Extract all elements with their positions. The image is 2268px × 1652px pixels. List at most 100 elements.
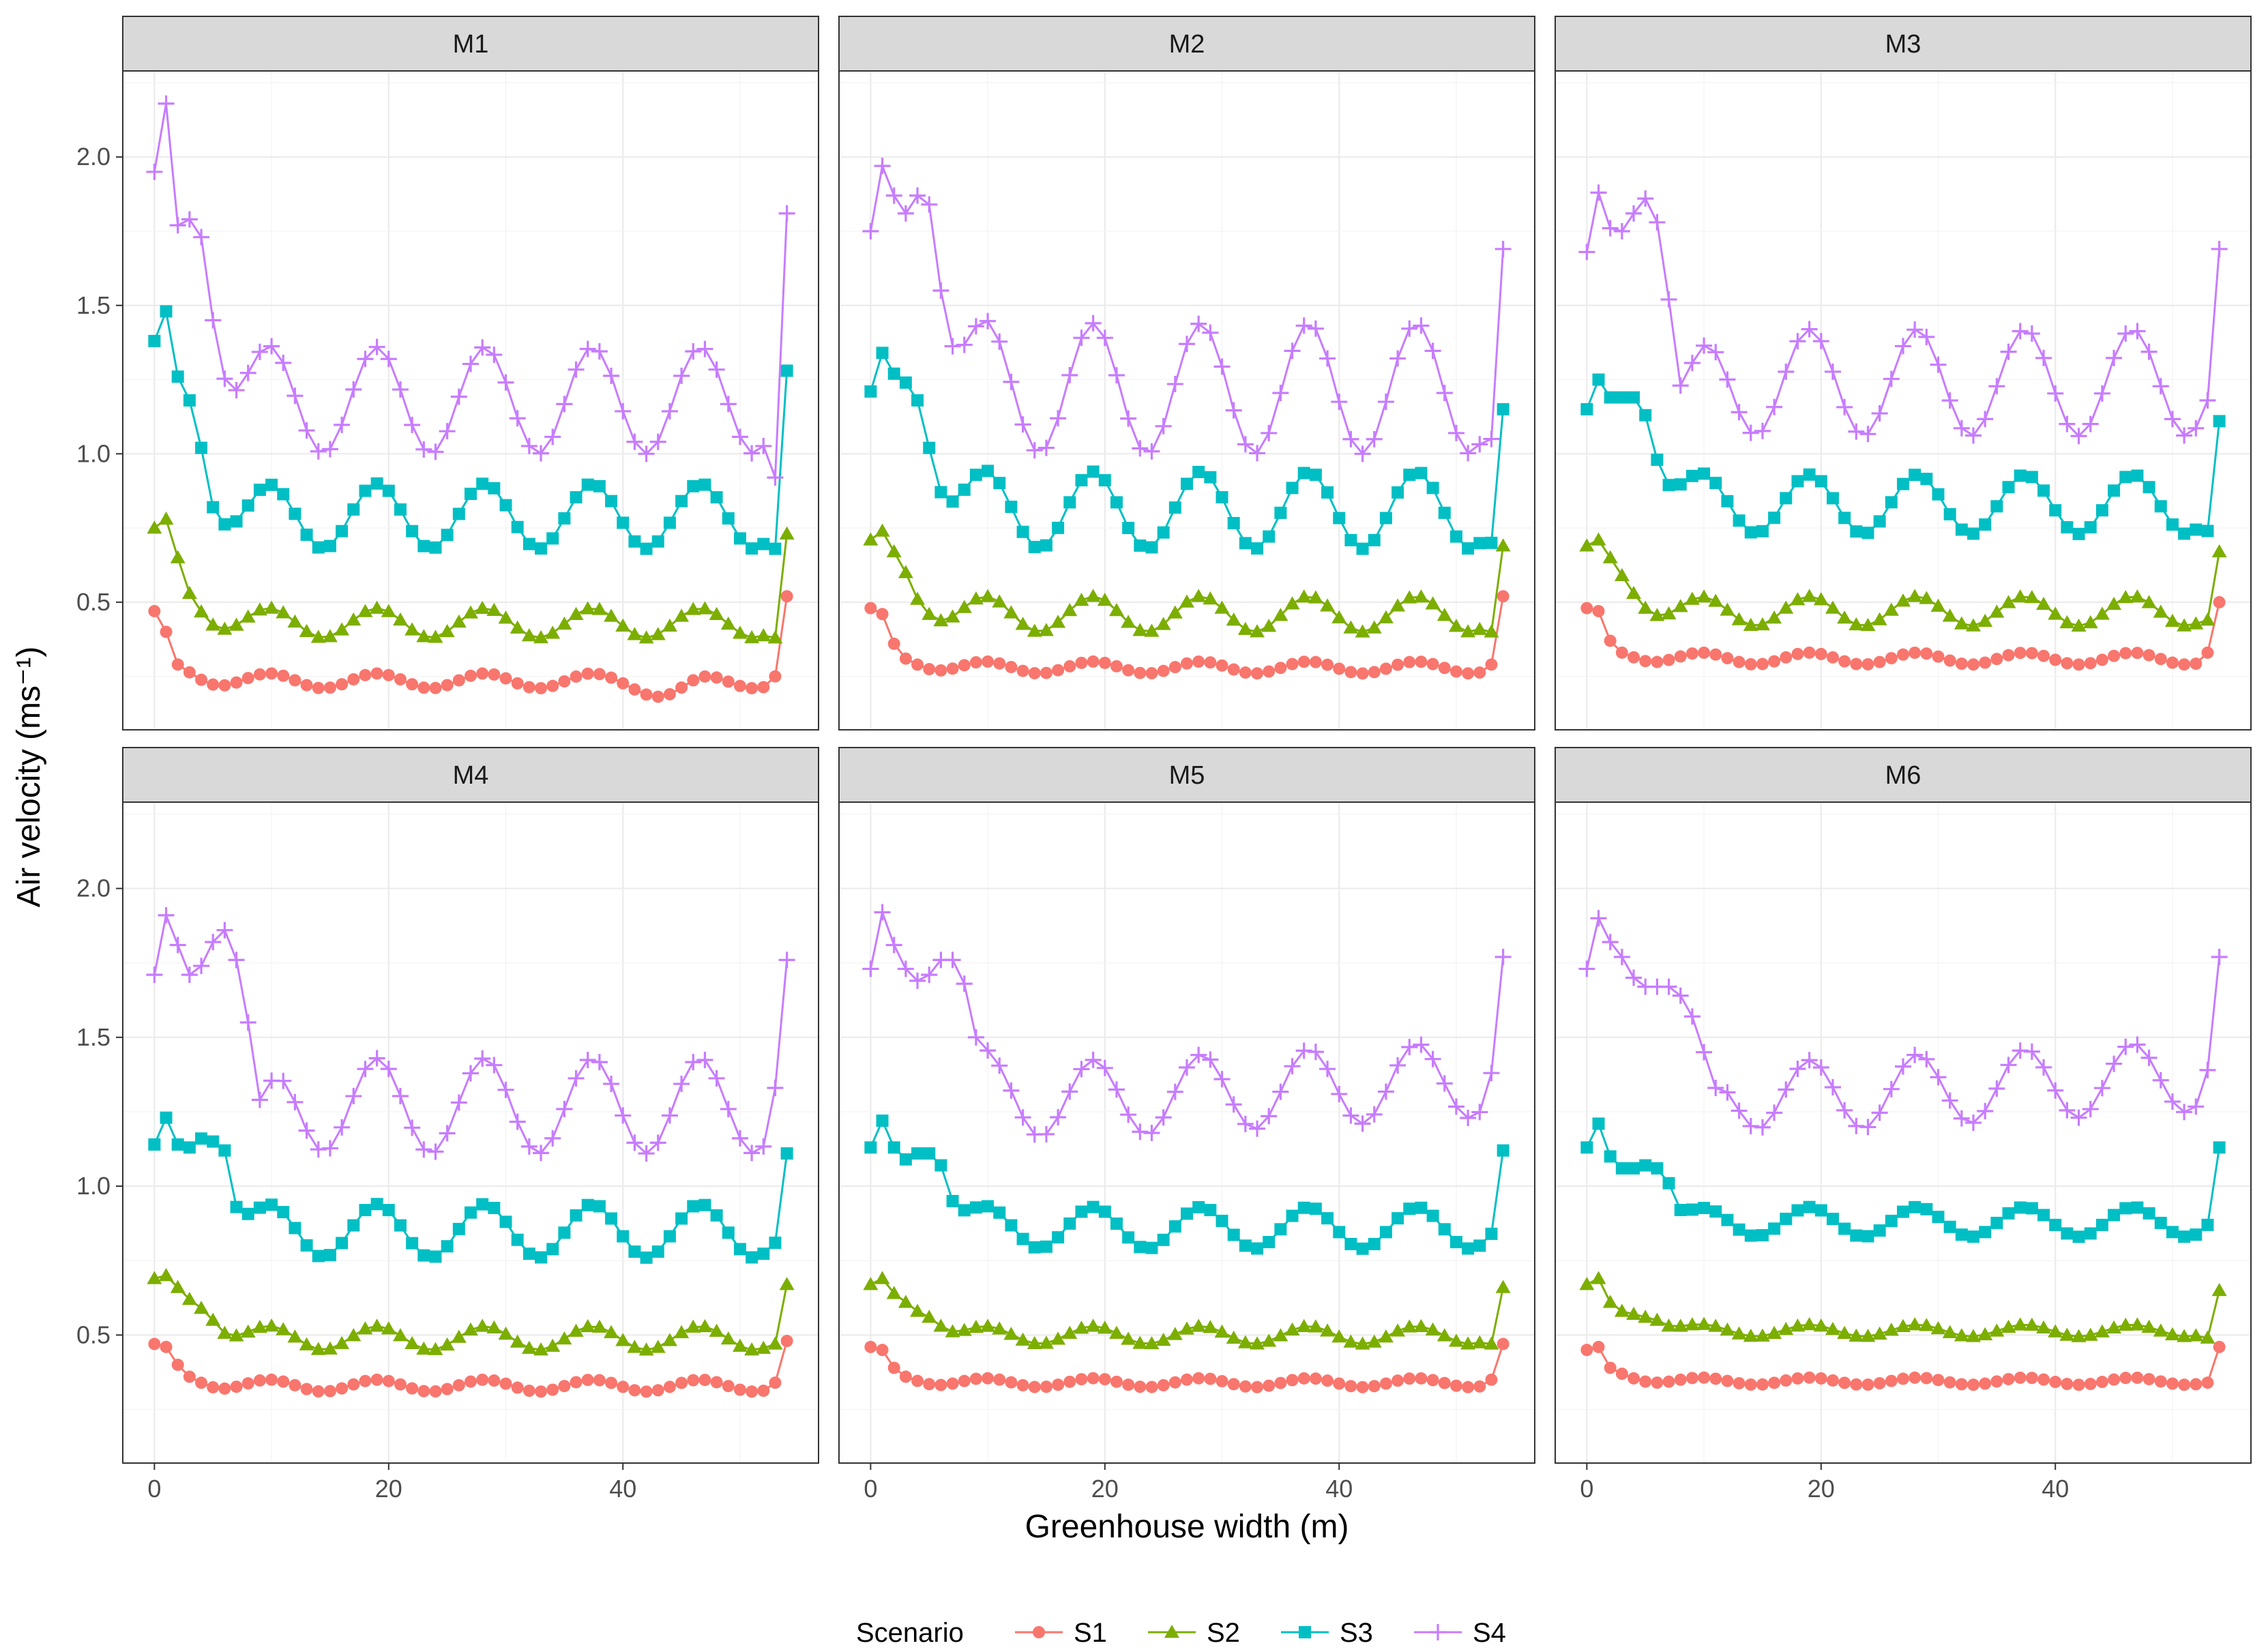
data-point (1483, 430, 1500, 447)
data-point (1110, 660, 1123, 673)
data-point (1237, 1115, 1254, 1132)
data-point (1967, 658, 1980, 671)
data-point (230, 1200, 243, 1213)
data-point (1168, 1220, 1181, 1233)
data-point (417, 681, 430, 694)
data-point (934, 1159, 947, 1172)
data-point (1295, 317, 1312, 334)
data-point (1449, 1379, 1462, 1392)
data-point (1825, 1321, 1840, 1336)
data-point (1426, 482, 1439, 495)
data-point (1378, 1329, 1394, 1343)
data-point (312, 1385, 325, 1398)
data-point (746, 1251, 759, 1264)
panels-layer: M1 0.5 1.0 1.5 2.0 M2 M3 M4 0.5 1.0 1.5 2.0 0 20 40 M5 0… (76, 16, 2252, 1503)
data-point (1990, 1216, 2003, 1229)
data-point (733, 532, 746, 545)
data-point (945, 1324, 960, 1338)
data-point (334, 416, 351, 433)
data-point (183, 394, 196, 407)
data-point (1592, 604, 1605, 617)
data-point (334, 1336, 350, 1349)
data-point (1027, 1336, 1042, 1349)
data-point (312, 681, 325, 694)
data-point (899, 376, 912, 389)
data-point (887, 367, 900, 380)
data-point (498, 610, 514, 624)
data-point (1096, 329, 1113, 346)
data-point (522, 537, 535, 550)
data-point (1403, 1203, 1416, 1215)
data-point (687, 480, 700, 492)
data-point (392, 612, 408, 626)
data-point (1790, 592, 1806, 606)
data-point (1859, 1119, 1876, 1136)
data-point (1391, 658, 1404, 671)
data-point (779, 526, 795, 540)
data-point (685, 1054, 702, 1071)
data-point (1579, 1277, 1595, 1290)
data-point (463, 605, 478, 619)
data-point (488, 1201, 501, 1214)
data-point (1660, 978, 1677, 995)
data-point (2178, 658, 2191, 671)
data-point (980, 312, 997, 329)
data-point (1157, 526, 1170, 539)
data-point (1273, 1328, 1288, 1342)
data-point (160, 305, 173, 318)
data-point (1649, 213, 1666, 231)
data-point (558, 512, 571, 525)
data-point (2154, 1375, 2167, 1388)
data-point (1251, 1242, 1264, 1255)
data-point (570, 1209, 583, 1222)
data-point (147, 1271, 162, 1284)
data-point (452, 1222, 465, 1235)
data-point (289, 674, 301, 687)
data-point (1413, 1036, 1430, 1053)
data-point (1179, 1321, 1194, 1335)
data-point (1742, 1118, 1759, 1135)
data-point (2025, 647, 2038, 660)
data-point (1120, 1106, 1137, 1123)
data-point (1932, 650, 1945, 663)
plot-background (123, 802, 819, 1463)
data-point (476, 1198, 489, 1211)
data-point (1460, 445, 1477, 462)
data-point (488, 668, 501, 681)
data-point (2200, 1330, 2215, 1344)
data-point (171, 658, 184, 671)
data-point (546, 1243, 559, 1256)
panel-border (122, 801, 819, 1464)
data-point (615, 402, 632, 419)
data-point (1368, 666, 1381, 679)
data-point (336, 678, 349, 691)
data-point (1754, 617, 1770, 631)
data-point (465, 1206, 477, 1219)
data-point (2166, 656, 2179, 669)
data-point (1213, 1071, 1231, 1088)
data-point (2014, 1371, 2027, 1384)
data-point (427, 1143, 444, 1160)
data-point (207, 1135, 220, 1148)
data-point (2082, 615, 2098, 629)
data-point (709, 1323, 724, 1337)
data-point (216, 370, 233, 387)
series-s4 (862, 904, 1512, 1143)
data-point (1402, 1319, 1417, 1333)
data-point (2131, 647, 2144, 660)
data-point (1273, 608, 1288, 621)
data-point (1685, 1203, 1698, 1216)
data-point (1778, 364, 1795, 381)
data-point (757, 1248, 770, 1260)
data-point (1625, 969, 1643, 986)
data-point (969, 656, 982, 669)
data-point (1930, 1069, 1947, 1086)
data-point (429, 1250, 442, 1263)
data-point (1955, 1228, 1968, 1241)
data-point (264, 600, 280, 614)
data-point (1989, 604, 2005, 618)
legend-title: Scenario (856, 1618, 964, 1648)
data-point (1087, 465, 1100, 478)
data-point (2211, 1282, 2227, 1297)
data-point (2002, 1372, 2015, 1385)
